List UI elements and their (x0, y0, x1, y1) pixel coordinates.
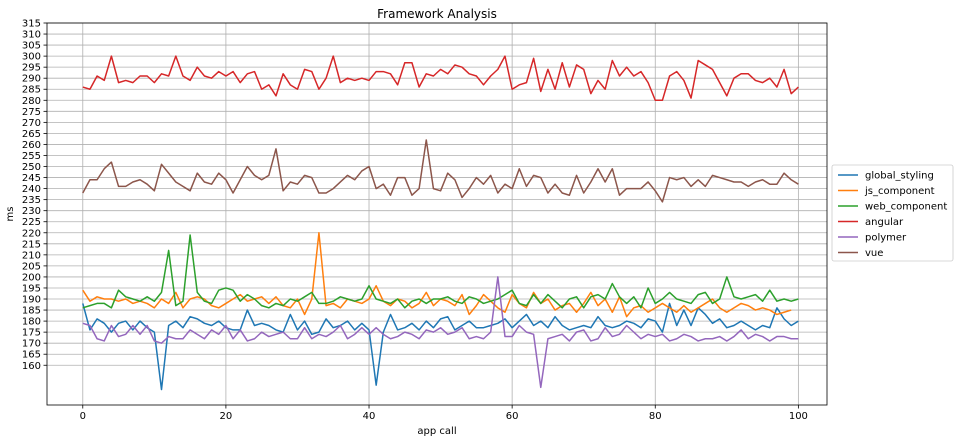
x-tick-label: 80 (649, 411, 662, 422)
y-tick-label: 245 (22, 173, 41, 184)
legend-label-vue: vue (865, 248, 883, 259)
y-tick-label: 315 (22, 19, 41, 30)
y-tick-label: 260 (22, 140, 41, 151)
y-tick-label: 305 (22, 41, 41, 52)
y-tick-label: 270 (22, 118, 41, 129)
y-tick-label: 300 (22, 52, 41, 63)
y-tick-label: 310 (22, 30, 41, 41)
legend-label-web-component: web_component (865, 202, 947, 213)
chart-title: Framework Analysis (377, 7, 497, 21)
y-tick-label: 200 (22, 272, 41, 283)
y-tick-label: 170 (22, 339, 41, 350)
axis-layer: 1601651701751801851901952002052102152202… (22, 19, 808, 423)
x-tick-label: 60 (506, 411, 519, 422)
x-axis-label: app call (417, 426, 456, 437)
plot-frame (46, 22, 828, 406)
y-axis-label: ms (5, 207, 16, 222)
y-tick-label: 210 (22, 250, 41, 261)
y-tick-label: 160 (22, 361, 41, 372)
y-tick-label: 280 (22, 96, 41, 107)
series-line-vue (82, 139, 799, 203)
series-line-polymer (82, 276, 799, 389)
y-tick-label: 255 (22, 151, 41, 162)
grid-layer (47, 22, 827, 405)
x-tick-label: 100 (789, 411, 808, 422)
y-tick-label: 215 (22, 239, 41, 250)
y-tick-label: 240 (22, 184, 41, 195)
y-tick-label: 190 (22, 295, 41, 306)
y-tick-label: 285 (22, 85, 41, 96)
y-tick-label: 265 (22, 129, 41, 140)
y-tick-label: 235 (22, 195, 41, 206)
y-tick-label: 195 (22, 283, 41, 294)
y-tick-label: 220 (22, 228, 41, 239)
y-tick-label: 250 (22, 162, 41, 173)
x-tick-label: 20 (220, 411, 233, 422)
series-line-global-styling (82, 302, 799, 391)
legend: global_styling js_component web_componenta… (831, 164, 954, 262)
legend-box (831, 164, 954, 262)
y-tick-label: 295 (22, 63, 41, 74)
series-line-web-component (82, 234, 799, 309)
y-tick-label: 205 (22, 261, 41, 272)
x-tick-label: 0 (80, 411, 86, 422)
y-tick-label: 165 (22, 350, 41, 361)
legend-label-angular: angular (865, 217, 904, 228)
y-tick-label: 185 (22, 306, 41, 317)
legend-label-global-styling: global_styling (865, 171, 934, 182)
y-tick-label: 225 (22, 217, 41, 228)
y-tick-label: 275 (22, 107, 41, 118)
legend-label-js-component: js_component (864, 186, 935, 197)
x-tick-label: 40 (363, 411, 376, 422)
series-line-angular (82, 55, 799, 102)
y-tick-label: 230 (22, 206, 41, 217)
y-tick-label: 180 (22, 317, 41, 328)
series-layer (82, 55, 799, 391)
legend-label-polymer: polymer (865, 233, 907, 244)
y-tick-label: 290 (22, 74, 41, 85)
y-tick-label: 175 (22, 328, 41, 339)
